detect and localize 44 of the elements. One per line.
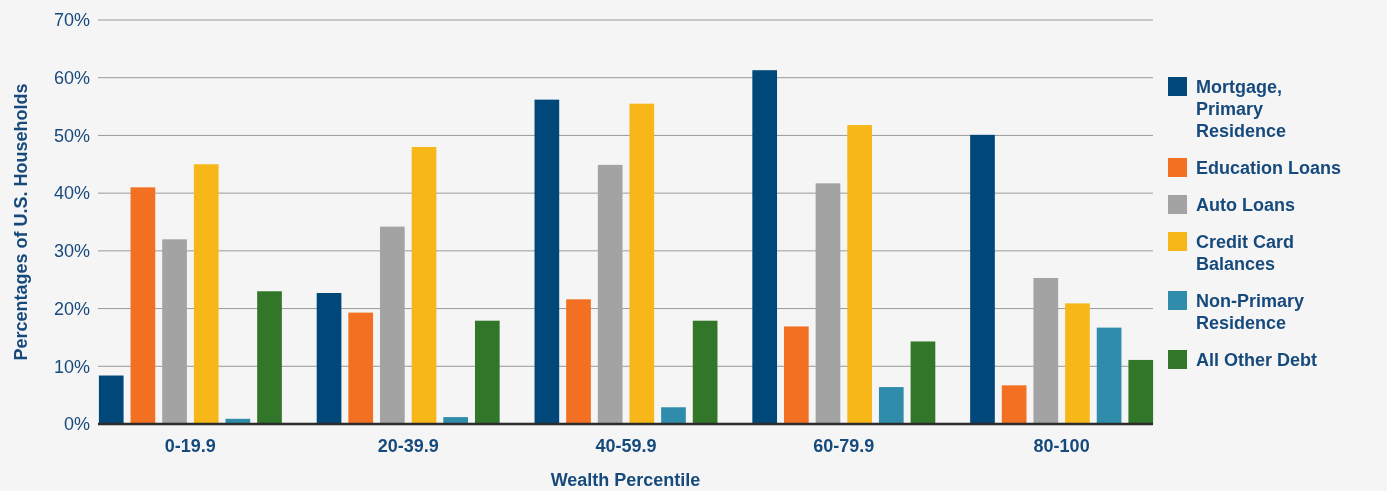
bar [1065, 303, 1090, 424]
bar [411, 146, 437, 424]
bar [257, 291, 282, 424]
legend-label: Mortgage, Primary Residence [1196, 77, 1287, 141]
x-axis-title: Wealth Percentile [550, 470, 701, 490]
bar [1001, 385, 1027, 424]
y-axis-title: Percentages of U.S. Households [11, 83, 31, 361]
bar [566, 299, 591, 424]
y-tick-label: 40% [53, 183, 90, 204]
x-tick-label: 0-19.9 [164, 436, 216, 456]
y-tick-label: 70% [53, 10, 90, 31]
x-tick-label: 60-79.9 [813, 436, 875, 456]
legend-label: Auto Loans [1196, 195, 1295, 215]
bar [847, 125, 872, 424]
bar [970, 134, 995, 424]
bar [910, 341, 936, 424]
bar [474, 320, 500, 424]
y-tick-label: 0% [63, 414, 90, 435]
bar [752, 70, 778, 424]
bar [629, 103, 655, 424]
bar [692, 320, 718, 424]
y-tick-label: 20% [53, 298, 90, 319]
y-tick-label: 50% [53, 125, 90, 146]
bar [193, 164, 219, 424]
legend-label: Education Loans [1196, 158, 1342, 178]
legend-label: All Other Debt [1196, 350, 1318, 370]
bar [1128, 359, 1154, 424]
x-tick-label: 40-59.9 [595, 436, 657, 456]
y-tick-label: 30% [53, 241, 90, 262]
bar [878, 387, 904, 424]
bar [316, 292, 342, 424]
x-tick-label: 20-39.9 [377, 436, 439, 456]
bar [1096, 327, 1122, 424]
legend-label: Non-Primary Residence [1196, 291, 1305, 333]
bar [534, 99, 560, 424]
y-tick-label: 10% [53, 356, 90, 377]
bar [783, 326, 809, 424]
x-tick-label: 80-100 [1033, 436, 1090, 456]
bar [661, 407, 686, 424]
bar [348, 312, 374, 424]
bar [98, 375, 124, 424]
y-tick-label: 60% [53, 68, 90, 89]
bar [130, 187, 156, 424]
legend-label: Credit Card Balances [1196, 232, 1295, 274]
